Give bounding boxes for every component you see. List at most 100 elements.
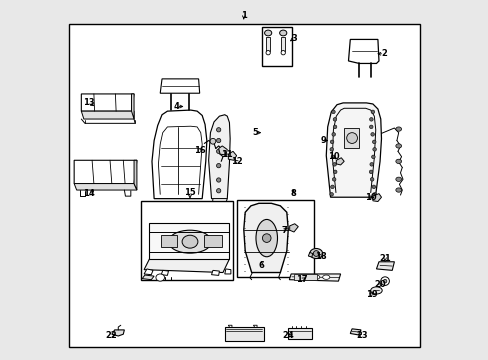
Bar xyxy=(236,200,313,277)
Polygon shape xyxy=(161,270,168,275)
Polygon shape xyxy=(81,94,134,111)
Polygon shape xyxy=(376,262,394,270)
Polygon shape xyxy=(144,269,153,275)
Ellipse shape xyxy=(332,163,336,166)
Ellipse shape xyxy=(395,188,401,192)
Polygon shape xyxy=(372,194,381,202)
Ellipse shape xyxy=(312,275,319,279)
Ellipse shape xyxy=(333,170,336,174)
Ellipse shape xyxy=(371,185,375,189)
Text: 18: 18 xyxy=(314,252,325,261)
Ellipse shape xyxy=(255,220,277,257)
Polygon shape xyxy=(112,330,124,336)
Bar xyxy=(161,234,177,247)
Ellipse shape xyxy=(369,163,373,166)
Polygon shape xyxy=(160,79,199,93)
Ellipse shape xyxy=(168,230,211,253)
Text: 17: 17 xyxy=(295,275,307,284)
Ellipse shape xyxy=(332,177,335,181)
Polygon shape xyxy=(289,224,298,232)
Polygon shape xyxy=(244,203,287,273)
Bar xyxy=(224,327,263,341)
Text: 19: 19 xyxy=(365,289,376,298)
Ellipse shape xyxy=(331,132,335,136)
Text: 12: 12 xyxy=(230,157,242,166)
Ellipse shape xyxy=(329,148,333,151)
Bar xyxy=(344,128,359,148)
Text: 1: 1 xyxy=(241,11,246,20)
Text: 13: 13 xyxy=(83,98,95,107)
Ellipse shape xyxy=(330,155,334,159)
Polygon shape xyxy=(144,259,229,273)
Ellipse shape xyxy=(368,170,372,174)
Polygon shape xyxy=(134,160,137,190)
Ellipse shape xyxy=(369,118,372,121)
Ellipse shape xyxy=(309,248,322,258)
Bar xyxy=(140,201,233,280)
Polygon shape xyxy=(325,103,381,197)
Ellipse shape xyxy=(262,234,270,242)
Polygon shape xyxy=(142,275,154,280)
Ellipse shape xyxy=(216,178,221,182)
Ellipse shape xyxy=(216,138,221,143)
Polygon shape xyxy=(74,184,137,190)
Ellipse shape xyxy=(380,277,388,285)
Ellipse shape xyxy=(182,235,198,248)
Text: 6: 6 xyxy=(258,261,264,270)
Polygon shape xyxy=(348,40,378,63)
Ellipse shape xyxy=(395,159,401,163)
Ellipse shape xyxy=(372,148,376,151)
Polygon shape xyxy=(336,158,344,165)
Polygon shape xyxy=(286,201,308,206)
Bar xyxy=(281,37,285,51)
Ellipse shape xyxy=(156,274,164,281)
Bar xyxy=(265,37,270,51)
Text: 10: 10 xyxy=(327,152,339,161)
Ellipse shape xyxy=(369,177,373,181)
Ellipse shape xyxy=(371,155,374,159)
Ellipse shape xyxy=(216,128,221,132)
Polygon shape xyxy=(149,223,229,259)
Ellipse shape xyxy=(313,251,319,256)
Text: 8: 8 xyxy=(290,189,296,198)
Text: 11: 11 xyxy=(221,150,233,159)
Ellipse shape xyxy=(395,144,401,148)
Text: 3: 3 xyxy=(290,34,296,43)
Ellipse shape xyxy=(299,274,309,280)
Text: 14: 14 xyxy=(83,189,95,198)
Ellipse shape xyxy=(332,118,336,121)
Ellipse shape xyxy=(370,287,382,294)
Bar xyxy=(261,27,292,66)
Bar xyxy=(287,328,311,338)
Ellipse shape xyxy=(216,149,221,153)
Text: 5: 5 xyxy=(252,128,258,137)
Text: 9: 9 xyxy=(320,136,325,145)
Text: 15: 15 xyxy=(184,188,196,197)
Polygon shape xyxy=(81,111,134,119)
Text: 16: 16 xyxy=(193,146,205,155)
Ellipse shape xyxy=(333,125,336,129)
Ellipse shape xyxy=(346,133,357,143)
Text: 7: 7 xyxy=(281,226,286,235)
Polygon shape xyxy=(228,151,236,160)
Bar xyxy=(293,274,317,280)
Ellipse shape xyxy=(395,177,401,181)
Text: 10: 10 xyxy=(364,193,376,202)
Text: 20: 20 xyxy=(373,280,385,289)
Ellipse shape xyxy=(370,110,374,114)
Ellipse shape xyxy=(216,189,221,193)
Ellipse shape xyxy=(330,185,334,189)
Text: 4: 4 xyxy=(173,102,179,111)
Ellipse shape xyxy=(372,140,375,144)
Bar xyxy=(204,234,221,247)
Polygon shape xyxy=(152,110,206,199)
Polygon shape xyxy=(74,160,137,184)
Ellipse shape xyxy=(329,140,333,144)
Polygon shape xyxy=(212,199,227,206)
Ellipse shape xyxy=(329,193,333,196)
Polygon shape xyxy=(308,252,312,257)
Polygon shape xyxy=(131,94,134,119)
Ellipse shape xyxy=(372,193,376,196)
Polygon shape xyxy=(211,270,219,275)
Ellipse shape xyxy=(281,50,285,55)
